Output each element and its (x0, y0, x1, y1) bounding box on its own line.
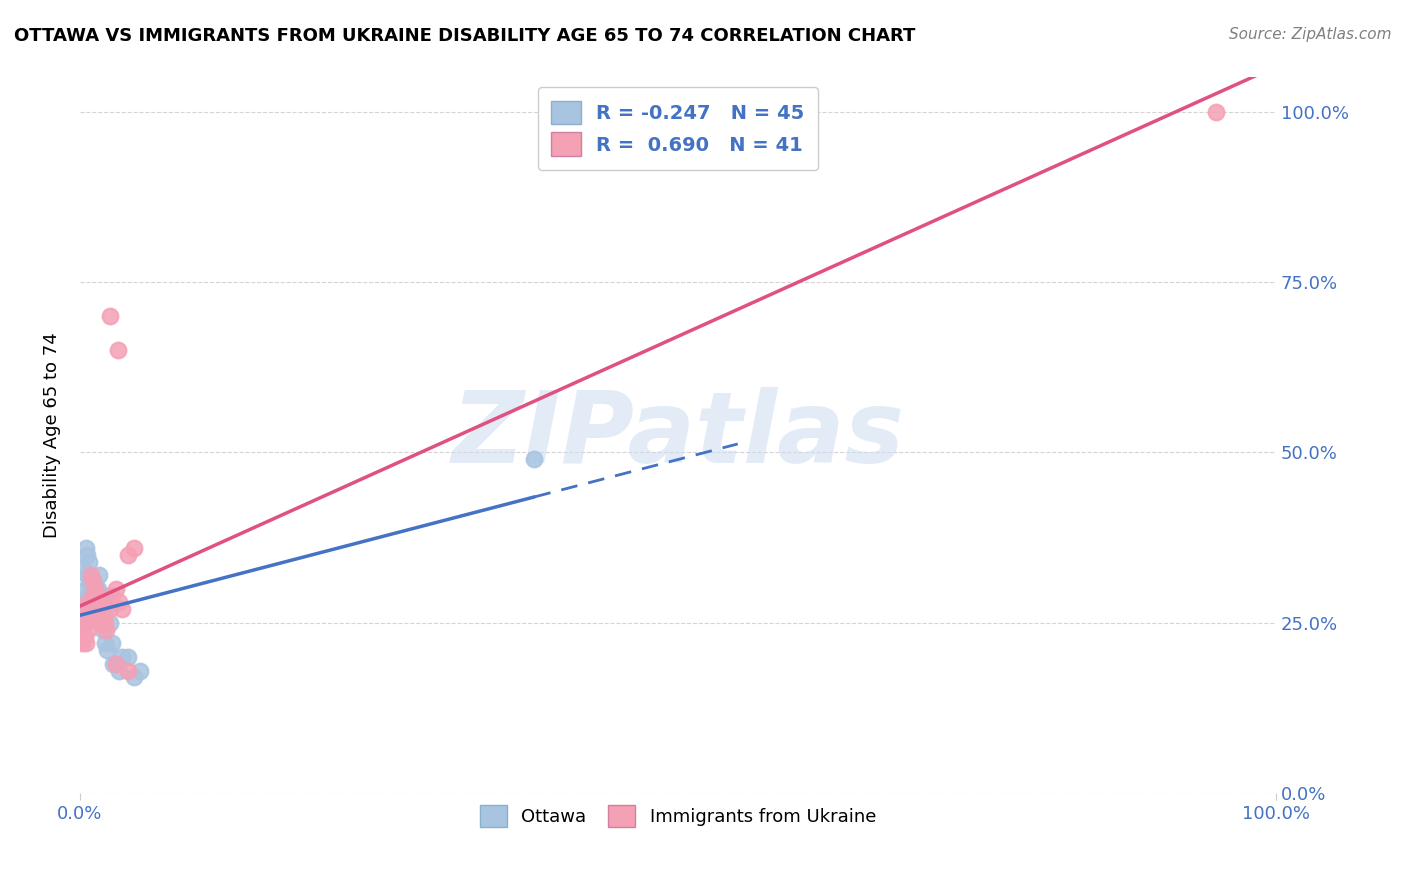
Point (82, 589, 104, 603)
Point (104, 657, 127, 671)
Point (87, 582, 110, 596)
Point (93, 609, 115, 624)
Point (94, 636, 117, 650)
Text: ZIPatlas: ZIPatlas (451, 387, 904, 483)
Point (82, 574, 104, 589)
Point (107, 343, 129, 358)
Point (122, 670, 145, 684)
Point (89, 615, 111, 630)
Point (117, 664, 139, 678)
Point (79, 595, 101, 609)
Point (82, 589, 104, 603)
Point (72, 636, 94, 650)
Point (122, 541, 145, 555)
Point (72, 615, 94, 630)
Point (98, 602, 121, 616)
Point (117, 548, 139, 562)
Point (83, 574, 105, 589)
Point (72, 623, 94, 637)
Point (87, 602, 110, 616)
Y-axis label: Disability Age 65 to 74: Disability Age 65 to 74 (44, 333, 60, 538)
Point (96, 589, 118, 603)
Point (87, 602, 110, 616)
Point (91, 615, 114, 630)
Point (94, 615, 117, 630)
Point (91, 623, 114, 637)
Point (111, 602, 134, 616)
Point (89, 609, 111, 624)
Point (84, 582, 107, 596)
Point (76, 602, 98, 616)
Point (108, 664, 131, 678)
Point (77, 595, 100, 609)
Point (76, 568, 98, 582)
Point (79, 582, 101, 596)
Point (75, 582, 97, 596)
Point (98, 309, 121, 323)
Point (89, 609, 111, 624)
Point (84, 589, 107, 603)
Point (84, 602, 107, 616)
Point (79, 568, 101, 582)
Point (84, 582, 107, 596)
Point (75, 541, 97, 555)
Point (523, 452, 546, 467)
Point (93, 602, 115, 616)
Point (79, 574, 101, 589)
Point (1205, 104, 1227, 119)
Point (101, 636, 124, 650)
Text: OTTAWA VS IMMIGRANTS FROM UKRAINE DISABILITY AGE 65 TO 74 CORRELATION CHART: OTTAWA VS IMMIGRANTS FROM UKRAINE DISABI… (14, 27, 915, 45)
Point (77, 589, 100, 603)
Point (76, 548, 98, 562)
Text: Source: ZipAtlas.com: Source: ZipAtlas.com (1229, 27, 1392, 42)
Point (75, 615, 97, 630)
Point (103, 657, 125, 671)
Point (87, 609, 110, 624)
Point (128, 664, 150, 678)
Point (86, 589, 108, 603)
Point (104, 657, 127, 671)
Point (79, 609, 101, 624)
Point (90, 595, 112, 609)
Point (98, 615, 121, 630)
Legend: Ottawa, Immigrants from Ukraine: Ottawa, Immigrants from Ukraine (472, 798, 883, 834)
Point (80, 595, 103, 609)
Point (104, 582, 127, 596)
Point (83, 609, 105, 624)
Point (111, 650, 134, 665)
Point (80, 595, 103, 609)
Point (72, 561, 94, 575)
Point (79, 602, 101, 616)
Point (90, 595, 112, 609)
Point (91, 602, 114, 616)
Point (73, 630, 96, 644)
Point (75, 636, 97, 650)
Point (89, 589, 111, 603)
Point (86, 589, 108, 603)
Point (73, 595, 96, 609)
Point (108, 595, 131, 609)
Point (91, 609, 114, 624)
Point (83, 595, 105, 609)
Point (96, 643, 118, 657)
Point (117, 650, 139, 665)
Point (72, 602, 94, 616)
Point (101, 589, 124, 603)
Point (86, 595, 108, 609)
Point (87, 602, 110, 616)
Point (87, 568, 110, 582)
Point (80, 602, 103, 616)
Point (79, 555, 101, 569)
Point (77, 623, 100, 637)
Point (96, 623, 118, 637)
Point (87, 595, 110, 609)
